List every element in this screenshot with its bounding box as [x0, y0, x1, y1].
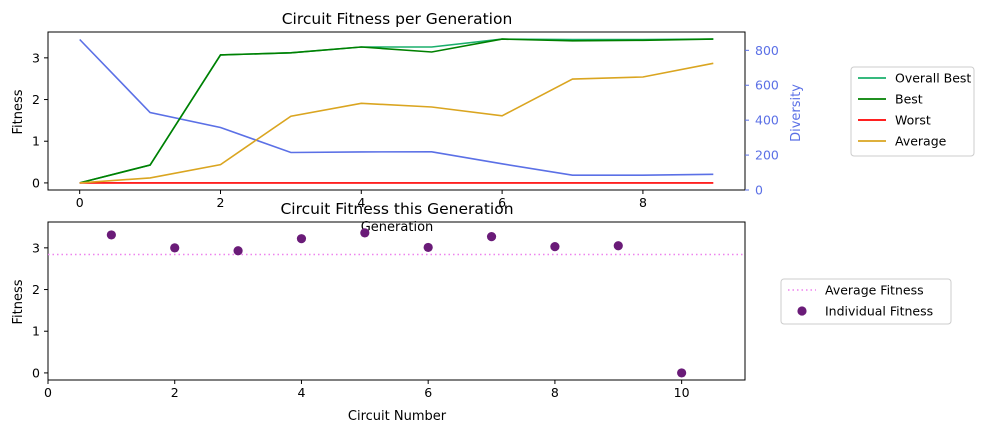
legend-label-average-fitness: Average Fitness	[825, 283, 924, 298]
individual-fitness-point	[360, 228, 370, 238]
circuit-y-tick-label: 0	[32, 365, 40, 380]
generation-y-tick-label: 1	[32, 134, 40, 149]
generation-y-tick-label: 0	[32, 175, 40, 190]
generation-y-label: Fitness	[11, 89, 26, 134]
circuit-x-tick-label: 10	[674, 385, 690, 400]
generation-plot-frame	[47, 31, 746, 191]
generation-y-tick-label: 3	[32, 50, 40, 65]
legend-label-individual-fitness: Individual Fitness	[825, 304, 933, 319]
circuit-x-label: Circuit Number	[348, 409, 447, 424]
generation-chart: Circuit Fitness per Generation 0 2 4 6 8 0 1 2 3…	[11, 10, 975, 235]
circuit-legend-frame	[780, 278, 952, 325]
generation-x-tick-label: 6	[498, 195, 506, 210]
legend-label-best: Best	[895, 92, 923, 107]
generation-x-tick-label: 8	[639, 195, 647, 210]
individual-fitness-point	[170, 243, 180, 253]
diversity-y-tick-label: 800	[755, 43, 779, 58]
diversity-y-tick-label: 600	[755, 78, 779, 93]
diversity-y-tick-label: 0	[755, 183, 763, 198]
circuit-x-tick-label: 8	[551, 385, 559, 400]
circuit-y-tick-label: 3	[32, 240, 40, 255]
circuit-chart-title: Circuit Fitness this Generation	[280, 200, 513, 218]
diversity-y-tick-label: 200	[755, 148, 779, 163]
circuit-x-tick-label: 2	[171, 385, 179, 400]
series-line-diversity	[79, 38, 714, 176]
individual-fitness-point	[550, 241, 560, 252]
individual-fitness-point	[486, 231, 497, 242]
circuit-chart-series	[48, 228, 745, 378]
individual-fitness-point	[423, 242, 433, 253]
legend-label-overall-best: Overall Best	[895, 71, 971, 86]
individual-fitness-point	[233, 246, 243, 256]
generation-x-label: Generation	[361, 220, 434, 235]
series-line-overall-best	[79, 38, 714, 184]
circuit-y-tick-label: 2	[32, 282, 40, 297]
generation-chart-ticks: 0 2 4 6 8 0 1 2 3 0 200 400 600 800	[32, 43, 779, 210]
diversity-y-label: Diversity	[789, 84, 804, 142]
individual-fitness-point	[677, 368, 687, 378]
generation-chart-title: Circuit Fitness per Generation	[282, 10, 513, 28]
generation-chart-series	[79, 38, 714, 184]
generation-legend-frame	[850, 66, 975, 157]
circuit-legend: Average Fitness Individual Fitness	[780, 278, 952, 325]
circuit-x-tick-label: 0	[44, 385, 52, 400]
generation-x-tick-label: 0	[76, 195, 84, 210]
legend-label-worst: Worst	[895, 113, 931, 128]
legend-label-average: Average	[895, 134, 947, 149]
circuit-y-label: Fitness	[11, 279, 26, 324]
circuit-y-tick-label: 1	[32, 324, 40, 339]
generation-x-tick-label: 2	[217, 195, 225, 210]
individual-fitness-point	[613, 241, 623, 251]
generation-x-tick-label: 4	[357, 195, 365, 210]
generation-y-tick-label: 2	[32, 92, 40, 107]
diversity-y-tick-label: 400	[755, 113, 779, 128]
circuit-chart-ticks: 0 2 4 6 8 10 0 1 2 3	[32, 240, 690, 400]
circuit-x-tick-label: 4	[297, 385, 305, 400]
circuit-x-tick-label: 6	[424, 385, 432, 400]
individual-fitness-point	[296, 234, 307, 244]
circuit-chart: Circuit Fitness this Generation 0 2 4 6 8 100…	[11, 200, 952, 424]
generation-legend: Overall Best Best Worst Average	[850, 66, 975, 157]
legend-swatch-individual-fitness	[797, 306, 807, 316]
series-line-best	[79, 38, 714, 184]
individual-fitness-point	[106, 230, 116, 240]
circuit-plot-frame	[47, 221, 746, 381]
series-line-average	[79, 62, 714, 184]
